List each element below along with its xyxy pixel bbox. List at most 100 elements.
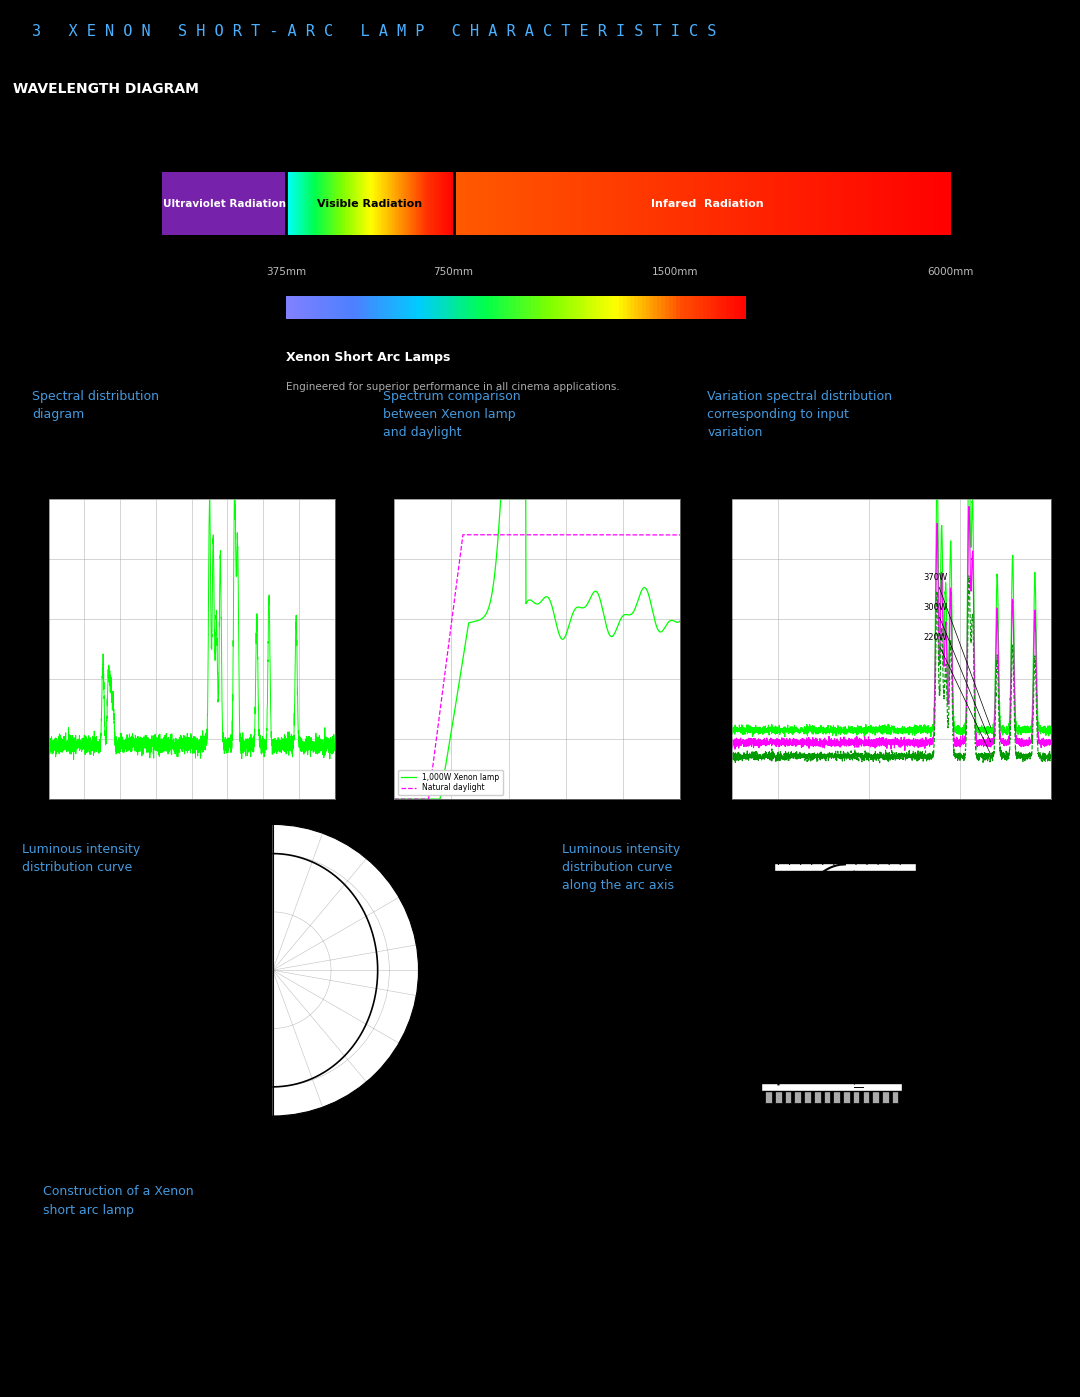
Bar bbox=[847, 172, 852, 235]
Bar bbox=[435, 172, 438, 235]
Bar bbox=[492, 296, 498, 320]
Bar bbox=[431, 172, 434, 235]
Bar bbox=[652, 172, 658, 235]
Bar bbox=[843, 1087, 850, 1104]
Bar bbox=[380, 172, 382, 235]
Bar bbox=[383, 172, 387, 235]
Bar bbox=[707, 296, 712, 320]
Bar bbox=[619, 172, 624, 235]
Bar bbox=[315, 172, 318, 235]
Bar bbox=[598, 172, 604, 235]
Bar bbox=[321, 172, 324, 235]
Bar bbox=[503, 172, 509, 235]
Bar bbox=[627, 172, 633, 235]
Bar bbox=[462, 172, 468, 235]
Bar bbox=[397, 172, 401, 235]
Bar bbox=[661, 172, 665, 235]
Bar bbox=[400, 172, 402, 235]
Bar bbox=[316, 296, 322, 320]
Bar bbox=[408, 296, 414, 320]
Bar bbox=[378, 172, 381, 235]
Bar bbox=[458, 172, 463, 235]
Bar bbox=[162, 172, 286, 235]
Bar bbox=[409, 172, 411, 235]
Bar bbox=[665, 296, 670, 320]
Bar bbox=[352, 172, 354, 235]
Bar bbox=[485, 296, 490, 320]
Bar bbox=[937, 172, 943, 235]
Bar bbox=[636, 172, 642, 235]
Bar bbox=[347, 172, 349, 235]
Bar bbox=[524, 172, 529, 235]
Bar bbox=[676, 296, 681, 320]
Bar bbox=[440, 296, 444, 320]
Bar bbox=[393, 296, 399, 320]
1,000W Xenon lamp bbox=[510, 490, 523, 507]
Bar bbox=[307, 172, 310, 235]
Bar bbox=[296, 172, 298, 235]
Bar bbox=[355, 296, 360, 320]
Bar bbox=[634, 296, 639, 320]
Bar bbox=[747, 172, 753, 235]
Bar bbox=[368, 172, 372, 235]
Bar bbox=[440, 172, 442, 235]
Bar bbox=[867, 172, 873, 235]
Bar bbox=[417, 172, 420, 235]
Bar bbox=[632, 172, 637, 235]
Bar bbox=[735, 172, 741, 235]
Bar bbox=[619, 296, 624, 320]
Bar bbox=[401, 296, 406, 320]
Bar bbox=[851, 172, 856, 235]
Bar bbox=[325, 172, 327, 235]
Bar bbox=[392, 172, 394, 235]
Bar bbox=[531, 296, 536, 320]
Bar bbox=[424, 172, 427, 235]
Bar bbox=[715, 296, 719, 320]
Bar bbox=[649, 296, 654, 320]
Bar bbox=[382, 172, 384, 235]
Bar bbox=[607, 296, 612, 320]
Bar bbox=[785, 1087, 792, 1104]
Bar bbox=[362, 172, 364, 235]
Bar bbox=[357, 172, 360, 235]
Bar bbox=[591, 172, 595, 235]
Bar bbox=[569, 172, 575, 235]
Bar bbox=[343, 296, 349, 320]
Bar bbox=[690, 172, 694, 235]
Bar bbox=[350, 172, 353, 235]
Text: Spectrum comparison
between Xenon lamp
and daylight: Spectrum comparison between Xenon lamp a… bbox=[383, 390, 521, 440]
Bar bbox=[946, 172, 951, 235]
Bar bbox=[863, 1087, 869, 1104]
Bar bbox=[698, 172, 703, 235]
Bar bbox=[546, 296, 551, 320]
Bar bbox=[711, 172, 715, 235]
Bar bbox=[684, 296, 689, 320]
Bar bbox=[415, 172, 417, 235]
Bar bbox=[653, 296, 659, 320]
Bar bbox=[550, 296, 555, 320]
Text: Visible Radiation: Visible Radiation bbox=[318, 198, 422, 208]
Text: Variation spectral distribution
corresponding to input
variation: Variation spectral distribution correspo… bbox=[707, 390, 892, 440]
Bar bbox=[363, 172, 365, 235]
Bar bbox=[926, 172, 931, 235]
Bar bbox=[432, 296, 436, 320]
Bar bbox=[639, 172, 645, 235]
Bar bbox=[914, 172, 918, 235]
Bar bbox=[818, 172, 823, 235]
Bar bbox=[370, 296, 375, 320]
Bar bbox=[508, 172, 513, 235]
Bar bbox=[367, 172, 369, 235]
Bar bbox=[337, 172, 339, 235]
Bar bbox=[395, 172, 397, 235]
Text: Ultraviolet Radiation: Ultraviolet Radiation bbox=[163, 198, 285, 208]
Bar bbox=[604, 296, 608, 320]
Text: Relative Intensity (%): Relative Intensity (%) bbox=[760, 1111, 836, 1118]
1,000W Xenon lamp bbox=[515, 490, 528, 507]
Bar bbox=[726, 296, 731, 320]
Bar bbox=[661, 296, 666, 320]
Bar bbox=[880, 172, 886, 235]
Bar bbox=[354, 172, 357, 235]
Bar bbox=[438, 172, 441, 235]
Bar bbox=[752, 172, 757, 235]
Bar bbox=[795, 1087, 801, 1104]
